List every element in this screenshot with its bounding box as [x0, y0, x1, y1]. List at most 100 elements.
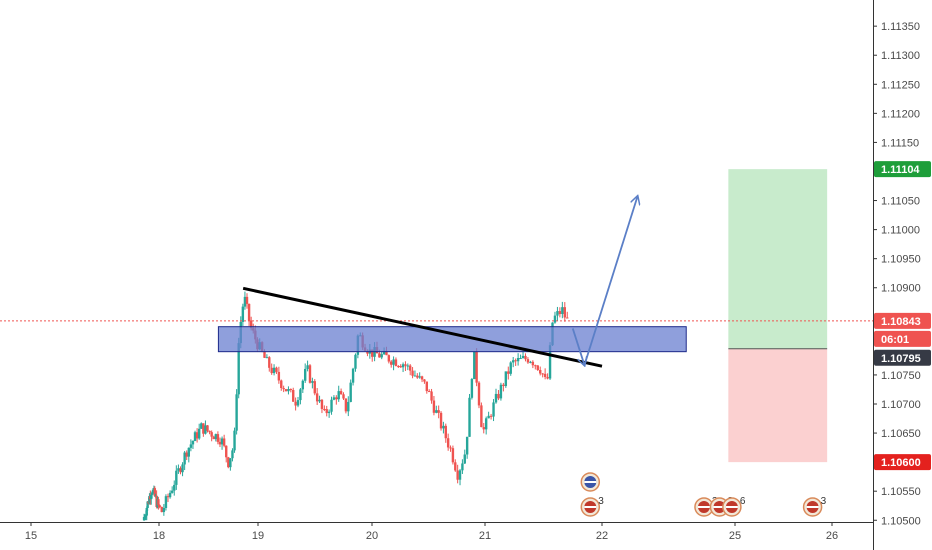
candle-body: [142, 517, 146, 521]
candle-body: [204, 425, 207, 434]
candle-body: [504, 371, 508, 387]
candle-body: [270, 367, 273, 374]
candle-body: [177, 468, 180, 471]
candle-body: [170, 490, 174, 493]
candle-body: [233, 430, 236, 451]
candle-body: [529, 361, 532, 363]
candle-body: [241, 306, 245, 322]
candle-body: [408, 365, 412, 371]
price-tag-countdown: [874, 330, 931, 347]
candle-body: [526, 359, 530, 363]
candle-body: [563, 307, 566, 318]
candle-body: [144, 515, 148, 517]
price-tag-target: [874, 161, 931, 178]
event-flag-stripe: [713, 506, 726, 508]
candle-body: [313, 381, 316, 394]
price-tick-label: 1.11000: [881, 225, 920, 237]
candle-body: [411, 370, 414, 376]
candle-body: [484, 418, 488, 430]
candle-body: [543, 373, 547, 377]
candle-body: [468, 397, 471, 437]
candle-body: [143, 516, 147, 518]
price-tag-target-label: 1.11104: [881, 164, 920, 176]
event-flag-stripe: [806, 506, 819, 508]
candle-body: [151, 489, 155, 494]
candle-body: [162, 508, 166, 513]
candle-body: [164, 496, 168, 509]
candle-body: [160, 507, 163, 513]
candle-body: [268, 357, 271, 368]
time-axis-bg: [0, 522, 873, 550]
plot-area[interactable]: [142, 291, 569, 521]
candle-body: [175, 470, 178, 485]
candle-body: [511, 360, 515, 363]
candle-body: [394, 359, 398, 366]
price-tick-label: 1.10650: [881, 428, 921, 440]
price-tick-label: 1.11050: [881, 196, 920, 208]
price-tag-countdown-label: 06:01: [881, 334, 909, 346]
candle-body: [399, 366, 402, 368]
candle-body: [561, 307, 564, 315]
candle-body: [347, 401, 350, 412]
candle-body: [200, 423, 203, 429]
candle-body: [158, 505, 161, 508]
price-tick-label: 1.11150: [881, 137, 919, 149]
candle-body: [237, 343, 240, 395]
candle-body: [509, 362, 512, 374]
candle-body: [308, 365, 312, 383]
candle-body: [245, 296, 249, 304]
candle-body: [566, 317, 569, 319]
candle-body: [280, 380, 283, 388]
candle-body: [189, 444, 193, 448]
candle-body: [299, 389, 302, 401]
candle-body: [150, 494, 153, 500]
position-profit-zone: [728, 169, 828, 349]
candle-body: [249, 320, 253, 329]
event-count-label: 3: [821, 496, 827, 507]
event-count-label: 3: [598, 496, 604, 507]
candle-body: [208, 430, 211, 433]
candle-body: [382, 350, 386, 355]
candle-body: [320, 399, 324, 409]
candle-body: [344, 398, 348, 412]
candle-body: [195, 432, 199, 439]
candle-body: [323, 408, 326, 410]
projection-arrow-2[interactable]: [583, 196, 637, 366]
candle-body: [173, 484, 176, 491]
price-tag-stop: [874, 454, 931, 471]
candle-body: [475, 351, 478, 383]
candle-body: [294, 401, 297, 406]
projection-arrow-1[interactable]: [571, 328, 585, 365]
candle-body: [263, 351, 266, 358]
support-zone-rectangle[interactable]: [217, 326, 687, 353]
price-tick-label: 1.11300: [881, 50, 920, 62]
position-loss-zone: [728, 348, 828, 463]
candle-body: [371, 349, 374, 357]
time-axis[interactable]: 15 18 19 20 21 22 25 26: [0, 522, 873, 550]
candle-body: [432, 400, 436, 413]
candle-body: [185, 452, 188, 457]
candle-body: [470, 379, 474, 398]
candle-body: [461, 463, 464, 471]
candle-body: [287, 388, 290, 392]
candle-body: [337, 391, 340, 400]
candle-body: [539, 369, 542, 374]
price-tick-label: 1.11250: [881, 79, 920, 91]
candle-body: [282, 387, 285, 390]
candle-body: [524, 355, 527, 360]
event-count-label: 6: [740, 496, 746, 507]
candle-body: [387, 355, 391, 362]
event-flag-stripe: [697, 506, 710, 508]
candle-body: [243, 296, 247, 307]
candle-body: [548, 345, 552, 379]
price-tag-last_price-label: 1.10843: [881, 316, 921, 328]
price-tick-label: 1.10550: [881, 486, 921, 498]
time-tick-label: 18: [153, 530, 165, 542]
candle-body: [193, 432, 197, 441]
candle-body: [465, 436, 469, 455]
candle-body: [197, 428, 201, 439]
trendline[interactable]: [242, 286, 603, 368]
candle-body: [272, 367, 276, 374]
candle-body: [227, 457, 230, 468]
